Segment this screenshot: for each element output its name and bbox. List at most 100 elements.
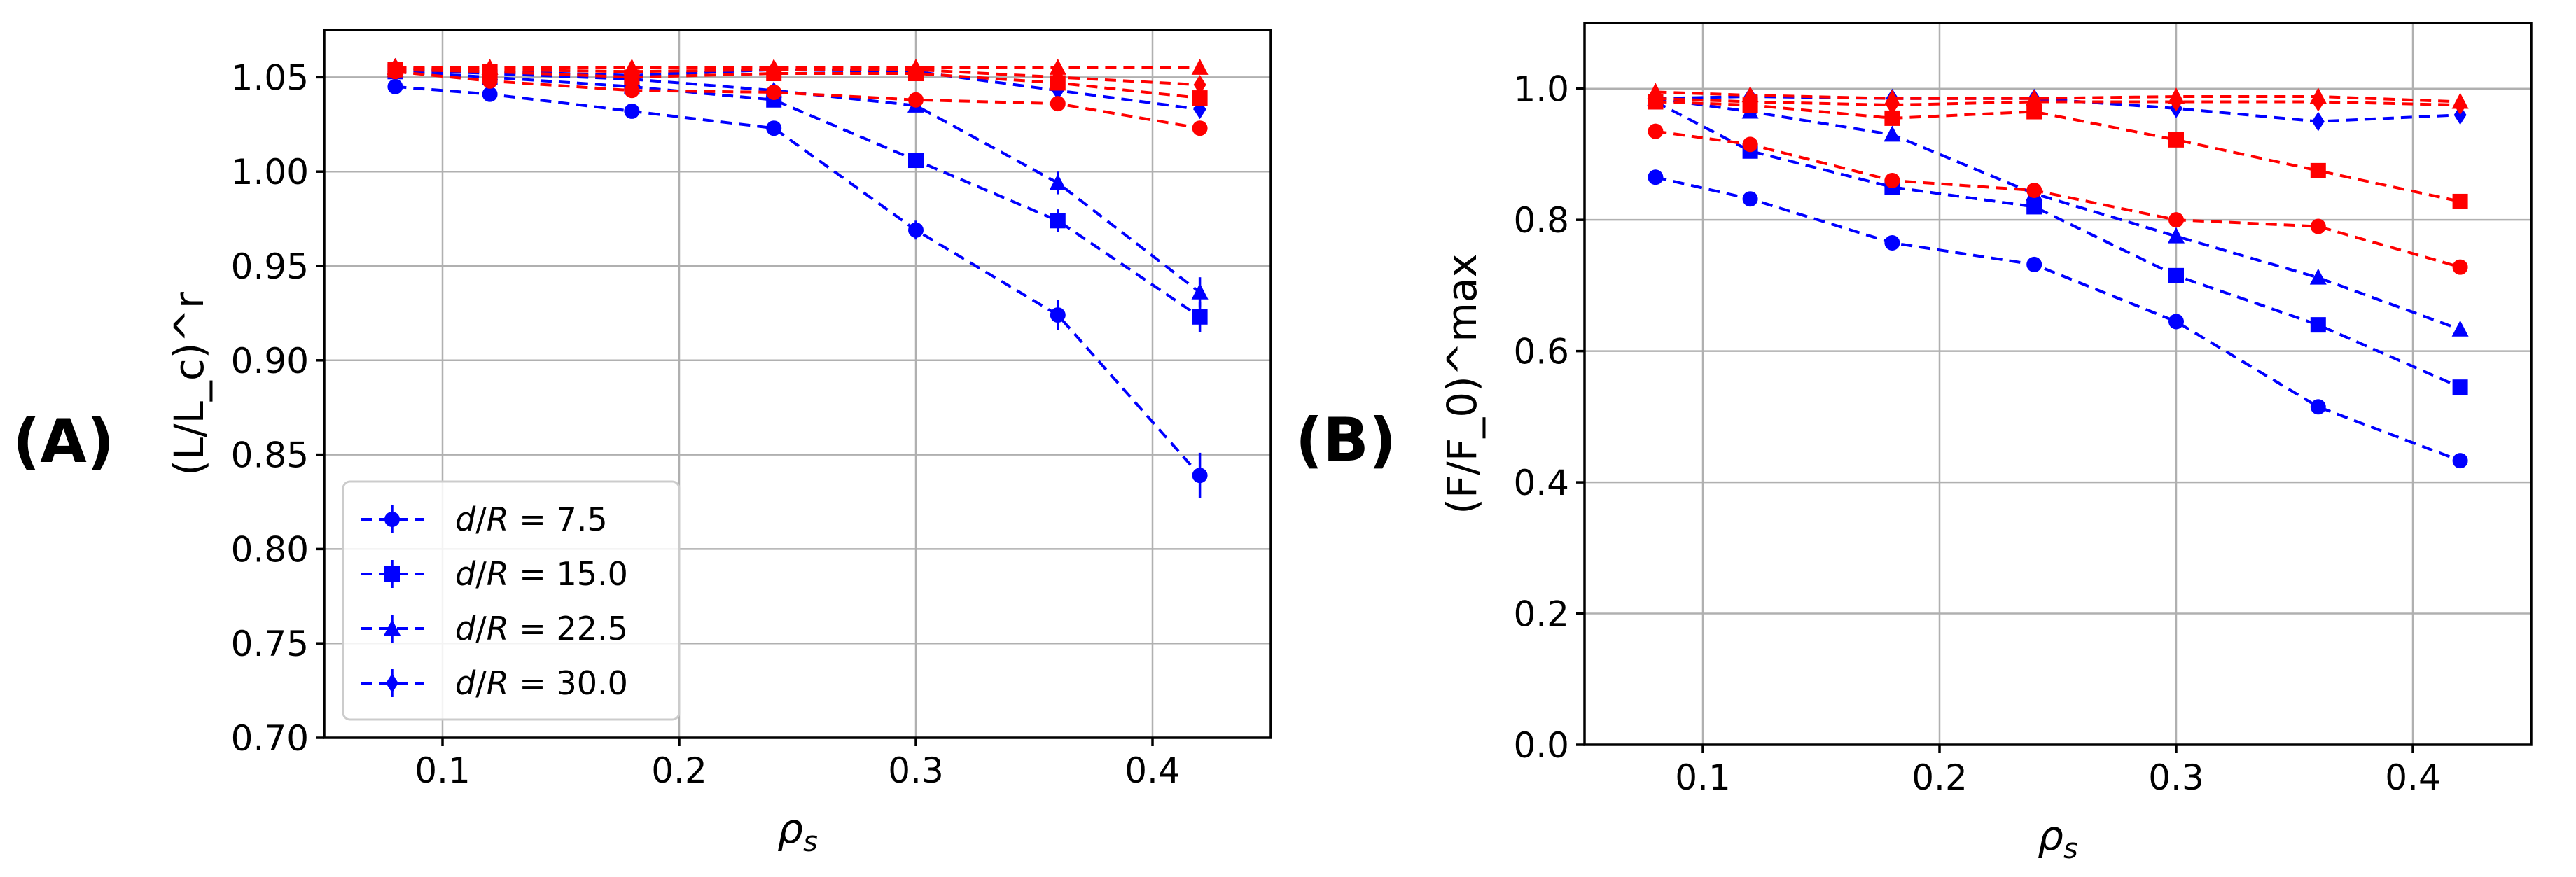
chart-b-y-axis-label: (F/F_0)^max <box>1438 253 1486 514</box>
chart-b-data-point <box>2452 453 2468 469</box>
chart-b-series-line <box>1655 100 2461 389</box>
chart-a-data-point <box>1192 468 1208 484</box>
legend-entry: d/R = 15.0 <box>361 555 628 593</box>
chart-b-data-point <box>2452 259 2468 275</box>
chart-b-grid <box>1585 23 2531 746</box>
chart-b-data-point <box>2168 212 2184 228</box>
chart-b-ytick-label: 1.0 <box>1513 69 1569 110</box>
chart-b-data-point <box>2451 320 2469 337</box>
chart-a-data-point <box>766 120 782 136</box>
chart-b-data-point <box>2310 162 2326 178</box>
chart-b-series-line <box>1655 100 2461 203</box>
chart-b-data-point <box>1649 88 1662 108</box>
chart-b-data-point <box>2310 218 2326 234</box>
chart-a-data-point <box>1050 96 1066 112</box>
chart-b-data-point <box>2168 314 2184 330</box>
legend-marker-diamond <box>386 673 398 693</box>
chart-a-data-point <box>767 59 781 80</box>
chart-a-series-line <box>395 70 1201 318</box>
chart-a-legend: d/R = 7.5 d/R = 15.0 d/R = 22.5 d/R = 30.0 <box>342 480 681 721</box>
chart-b-data-point <box>2453 105 2467 125</box>
chart-a-data-point <box>1192 309 1208 325</box>
chart-a-data-point <box>389 57 402 78</box>
chart-a-ytick-label: 0.85 <box>231 435 309 476</box>
chart-b-data-point <box>1884 125 1901 142</box>
chart-b-ytick-label: 0.8 <box>1513 200 1569 241</box>
chart-a-data-point <box>1191 283 1209 300</box>
legend-box <box>342 480 681 721</box>
chart-b-data-point <box>2311 92 2325 112</box>
chart-a-y-axis-label: (L/L_c)^r <box>165 292 213 476</box>
chart-a-series-d-r-15-0 <box>387 64 1208 332</box>
chart-a-ytick-label: 1.05 <box>231 57 309 98</box>
legend-label: d/R = 22.5 <box>455 610 628 647</box>
chart-b-xtick-label: 0.4 <box>2385 757 2441 798</box>
chart-b-data-point <box>2453 95 2467 115</box>
chart-b-data-point <box>2168 132 2184 148</box>
chart-a-data-point <box>766 84 782 100</box>
chart-a-series-d-r-7-5 <box>387 78 1208 498</box>
chart-b-series-red-square <box>1648 94 2468 209</box>
chart-a: 0.1 0.2 0.3 0.4 0.70 0.75 0.80 0.85 0.90 0.95 1.00… <box>165 29 1272 858</box>
chart-a-xtick-label: 0.4 <box>1125 750 1181 791</box>
chart-b-data-point <box>2170 92 2182 112</box>
chart-a-data-point <box>624 83 640 99</box>
chart-b-series-line <box>1655 97 2461 331</box>
chart-b-data-point <box>1886 95 1899 115</box>
chart-a-data-point <box>1051 67 1064 87</box>
chart-a-xtick-label: 0.2 <box>651 750 707 791</box>
chart-a-series-red-diamond <box>389 57 1206 95</box>
chart-b-xtick-label: 0.2 <box>1912 757 1968 798</box>
chart-a-ytick-label: 0.90 <box>231 341 309 381</box>
chart-a-series-red-circle <box>387 64 1208 136</box>
legend-entry: d/R = 30.0 <box>361 664 628 702</box>
panel-label-a: (A) <box>13 407 114 477</box>
chart-b-xtick-label: 0.3 <box>2148 757 2204 798</box>
chart-b-data-point <box>1884 110 1900 126</box>
chart-a-data-point <box>1193 75 1206 95</box>
chart-a-ytick-label: 1.00 <box>231 152 309 192</box>
chart-a-data-point <box>1049 58 1066 75</box>
chart-a-data-point <box>1049 174 1066 190</box>
legend-entry: d/R = 22.5 <box>361 610 628 647</box>
chart-b-data-point <box>2310 317 2326 333</box>
chart-a-data-point <box>1050 307 1066 323</box>
chart-b-x-axis-label: ρs <box>2038 812 2078 865</box>
chart-a-data-point <box>1192 90 1208 106</box>
chart-a-data-point <box>483 59 496 80</box>
chart-b-data-point <box>2311 111 2325 132</box>
chart-b-data-point <box>2026 199 2042 215</box>
chart-a-ytick-label: 0.95 <box>231 246 309 287</box>
chart-a-data-point <box>1192 120 1208 136</box>
chart-b-axes-frame <box>1583 22 2533 746</box>
chart-a-xtick-label: 0.3 <box>888 750 944 791</box>
legend-label: d/R = 7.5 <box>455 500 608 538</box>
chart-a-data-point <box>482 86 498 102</box>
chart-a-series-line <box>395 85 1202 477</box>
chart-a-data-point <box>624 103 640 119</box>
chart-a-data-point <box>387 78 403 94</box>
chart-b-data-point <box>1884 172 1900 188</box>
chart-b-data-point <box>2310 399 2326 415</box>
chart-b-data-point <box>2168 227 2185 244</box>
chart-b-ytick-label: 0.2 <box>1513 594 1569 635</box>
chart-a-data-point <box>908 222 924 238</box>
chart-b-data-point <box>2452 193 2468 209</box>
chart-b-series-blue-circle <box>1648 169 2468 469</box>
chart-a-xtick-label: 0.1 <box>415 750 471 791</box>
chart-b-data-point <box>2026 183 2042 199</box>
chart-b-data-point <box>2026 256 2042 272</box>
chart-a-ytick-label: 0.80 <box>231 529 309 570</box>
chart-b-data-point <box>1648 169 1664 185</box>
legend-entry: d/R = 7.5 <box>361 500 608 538</box>
chart-a-ytick-label: 0.75 <box>231 624 309 664</box>
chart-b-data-point <box>2026 104 2042 120</box>
chart-b-series-line <box>1655 129 2461 269</box>
chart-b-data-point <box>2168 267 2184 283</box>
chart-b-ytick-label: 0.6 <box>1513 332 1569 372</box>
chart-a-data-point <box>908 92 924 108</box>
chart-b-series-red-circle <box>1648 123 2468 275</box>
chart-b-data-point <box>1743 92 1757 112</box>
chart-a-data-point <box>625 62 639 82</box>
